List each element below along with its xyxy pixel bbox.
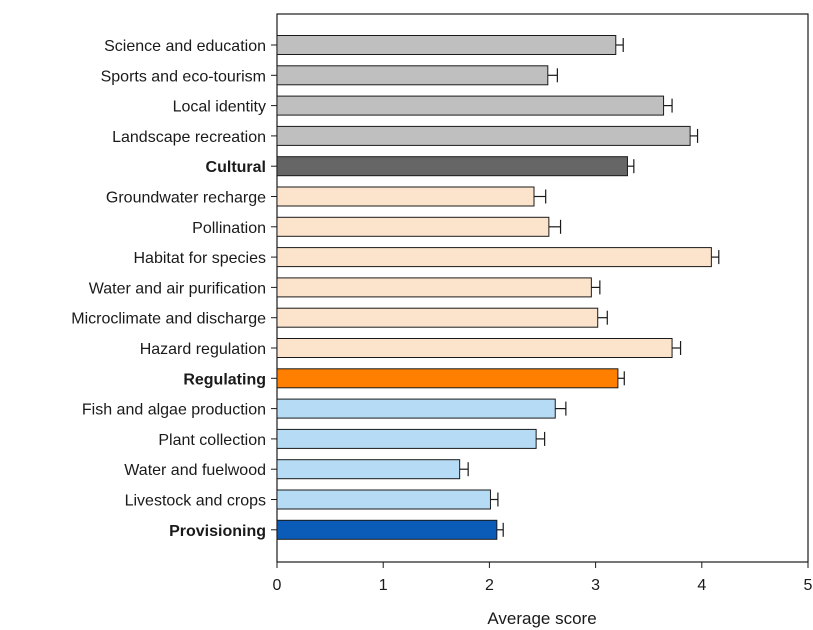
bar <box>276 125 691 146</box>
category-labels-layer: Science and education Sports and eco-tour… <box>71 38 266 540</box>
x-axis-ticks-layer: 0 1 2 3 4 5 <box>271 44 813 594</box>
bar <box>276 247 712 268</box>
category-label: Science and education <box>104 38 266 55</box>
category-label: Fish and algae production <box>82 402 266 419</box>
bar <box>276 156 628 177</box>
bar <box>276 338 673 358</box>
category-label: Provisioning <box>169 523 266 540</box>
error-bar <box>597 310 608 325</box>
error-bar <box>490 492 499 507</box>
category-label: Sports and eco-tourism <box>101 68 266 85</box>
error-bar <box>615 38 624 52</box>
error-bar <box>548 219 562 234</box>
error-bar <box>627 159 635 174</box>
category-label: Cultural <box>206 159 266 176</box>
category-label: Landscape recreation <box>112 129 266 146</box>
bar <box>276 35 617 55</box>
bar <box>276 277 592 298</box>
x-tick-label: 1 <box>379 577 388 594</box>
category-label: Livestock and crops <box>125 493 266 510</box>
bar <box>276 216 550 237</box>
bar <box>276 489 491 510</box>
category-label: Water and fuelwood <box>124 462 266 479</box>
bar <box>276 428 537 449</box>
error-bar <box>672 341 682 355</box>
error-bar <box>534 189 547 204</box>
error-bar <box>663 98 673 113</box>
category-label: Plant collection <box>158 432 266 449</box>
bar <box>276 519 498 540</box>
category-label: Groundwater recharge <box>106 190 266 207</box>
error-bar <box>617 371 625 386</box>
bar <box>276 186 535 207</box>
error-bar <box>459 462 469 477</box>
bar <box>276 459 461 480</box>
category-label: Hazard regulation <box>140 341 266 358</box>
error-bar <box>555 401 567 416</box>
bar <box>276 95 665 116</box>
error-bar <box>591 280 601 295</box>
bar <box>276 307 599 328</box>
error-bar <box>711 250 720 265</box>
error-bar <box>547 68 558 83</box>
category-label: Microclimate and discharge <box>71 311 266 328</box>
category-label: Habitat for species <box>133 250 266 267</box>
x-tick-label: 0 <box>273 577 282 594</box>
bar <box>276 65 549 86</box>
error-bar <box>690 128 699 143</box>
x-tick-label: 2 <box>485 577 494 594</box>
category-label: Local identity <box>173 99 266 116</box>
bar <box>276 368 619 389</box>
x-tick-label: 3 <box>591 577 600 594</box>
bars-layer <box>276 35 720 540</box>
category-label: Regulating <box>183 371 266 388</box>
category-label: Water and air purification <box>89 280 266 297</box>
category-label: Pollination <box>192 220 266 237</box>
error-bar <box>536 431 546 446</box>
x-axis-title: Average score <box>487 609 596 628</box>
error-bar <box>496 522 504 537</box>
x-tick-label: 5 <box>804 577 813 594</box>
bar <box>276 398 556 419</box>
x-tick-label: 4 <box>697 577 706 594</box>
